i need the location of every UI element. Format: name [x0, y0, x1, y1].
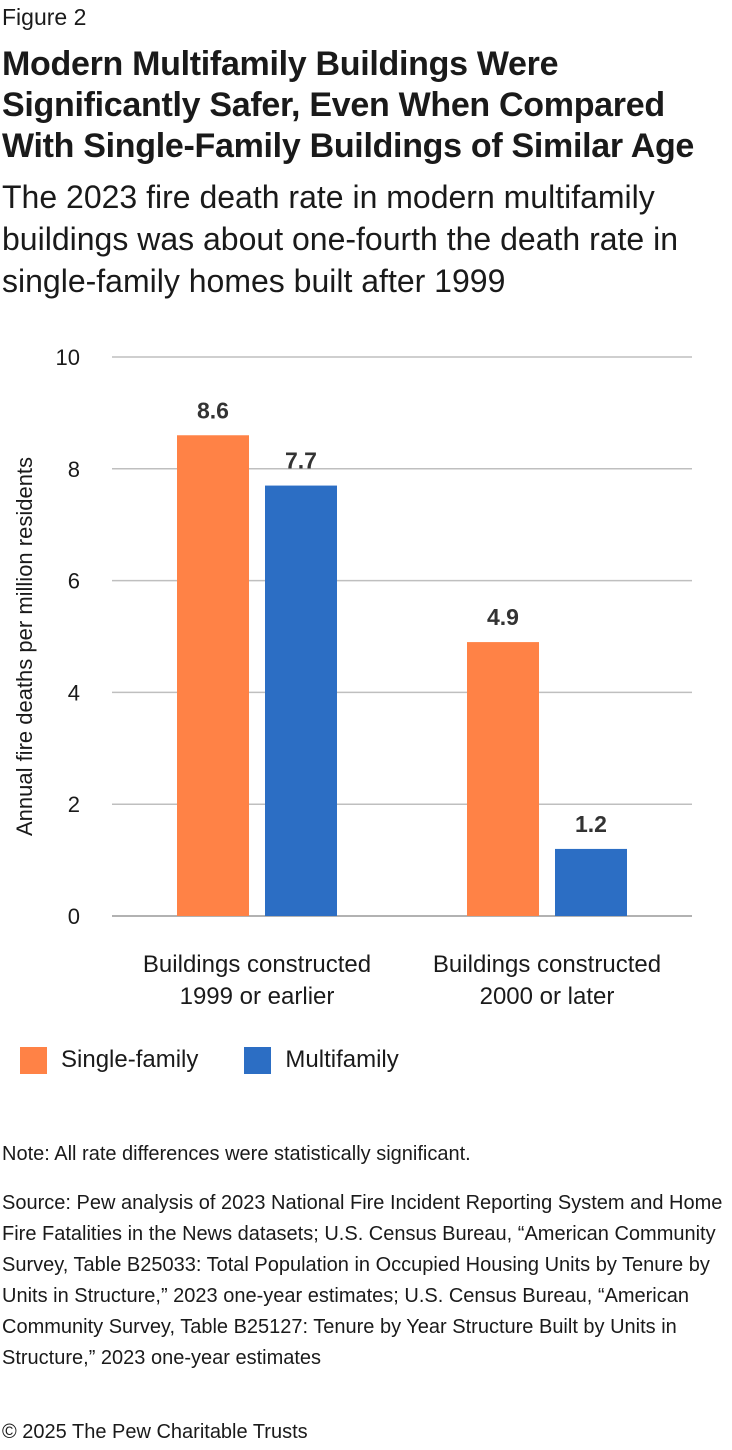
- y-tick-label: 6: [68, 569, 80, 594]
- y-tick-label: 2: [68, 792, 80, 817]
- chart-title: Modern Multifamily Buildings Were Signif…: [2, 45, 695, 165]
- note-text: Note: All rate differences were statisti…: [2, 1143, 471, 1165]
- data-label: 1.2: [575, 811, 607, 837]
- x-category-label: 1999 or earlier: [180, 983, 335, 1010]
- chart-subtitle: The 2023 fire death rate in modern multi…: [2, 179, 679, 299]
- bar-multifamily: [265, 485, 337, 916]
- bar-single-family: [177, 435, 249, 916]
- bar-multifamily: [555, 848, 627, 916]
- y-tick-label: 10: [56, 345, 80, 370]
- data-label: 8.6: [197, 397, 229, 423]
- y-tick-label: 0: [68, 904, 80, 929]
- copyright-text: © 2025 The Pew Charitable Trusts: [2, 1421, 308, 1443]
- x-category-label: Buildings constructed: [433, 951, 661, 978]
- y-axis-label: Annual fire deaths per million residents: [12, 457, 37, 836]
- legend-label-single-family: Single-family: [61, 1046, 199, 1073]
- legend-item-multifamily: Multifamily: [244, 1046, 399, 1074]
- data-label: 7.7: [285, 448, 317, 474]
- figure-label: Figure 2: [2, 4, 87, 30]
- chart-legend: Single-family Multifamily: [20, 1046, 445, 1074]
- bar-single-family: [467, 642, 539, 916]
- source-text: Source: Pew analysis of 2023 National Fi…: [2, 1192, 723, 1369]
- y-tick-label: 8: [68, 457, 80, 482]
- y-tick-label: 4: [68, 680, 80, 705]
- x-category-label: Buildings constructed: [143, 951, 371, 978]
- legend-item-single-family: Single-family: [20, 1046, 198, 1074]
- bar-chart: 0 2 4 6 8 10 Annual fire deaths per million re…: [12, 345, 692, 1010]
- legend-swatch-multifamily: [244, 1046, 272, 1074]
- data-label: 4.9: [487, 604, 519, 630]
- legend-swatch-single-family: [20, 1046, 47, 1074]
- legend-label-multifamily: Multifamily: [285, 1046, 399, 1073]
- x-category-label: 2000 or later: [480, 983, 615, 1010]
